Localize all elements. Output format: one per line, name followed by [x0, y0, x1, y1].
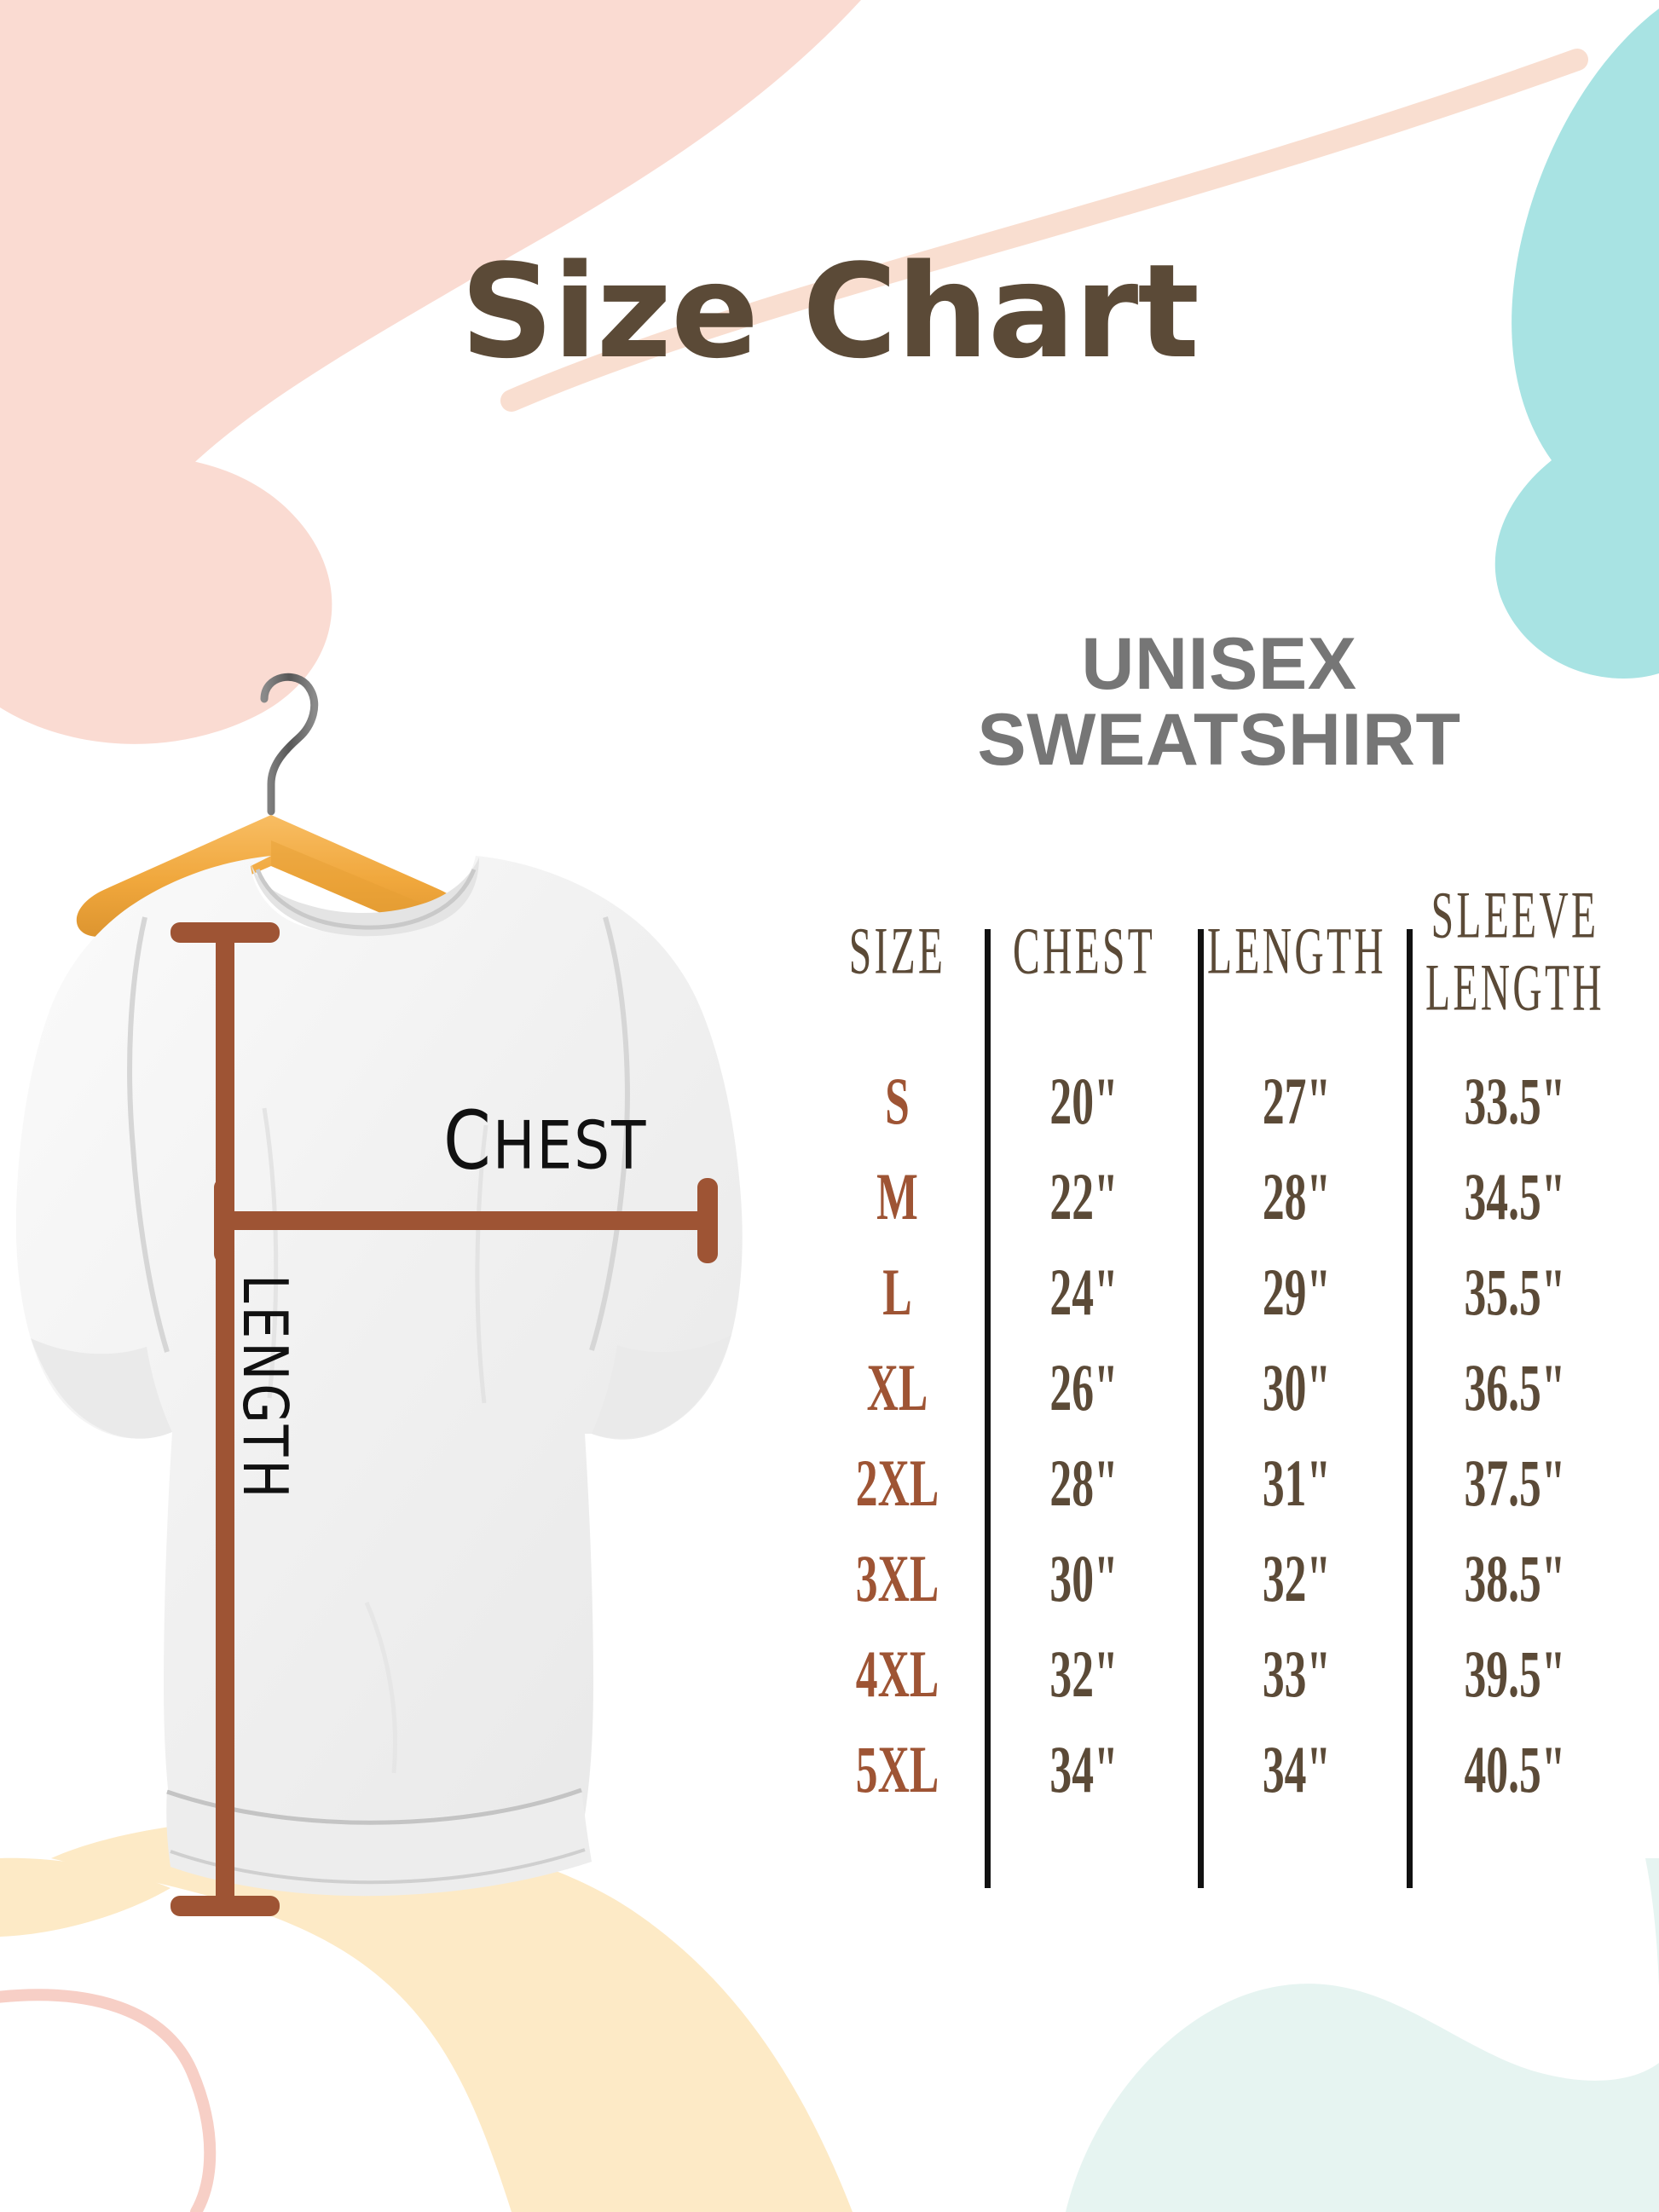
column-divider-1	[985, 929, 991, 1888]
cell-length: 32"	[1262, 1541, 1332, 1615]
product-heading-line1: UNISEX	[1081, 623, 1357, 705]
chest-callout-cap: C	[443, 1094, 493, 1187]
cell-chest: 24"	[1049, 1255, 1119, 1329]
cell-length: 34"	[1262, 1732, 1332, 1806]
cell-chest: 22"	[1049, 1159, 1119, 1233]
size-table-body: S 20" 27" 33.5" M 22" 28" 34.5" L 24" 29…	[814, 1054, 1624, 1817]
collar-stitch	[255, 869, 477, 930]
blob-pink-top-left-lower	[0, 454, 332, 744]
cell-chest: 26"	[1049, 1350, 1119, 1424]
peach-swoosh	[500, 49, 1588, 412]
column-header-sleeve-length: SLEEVE LENGTH	[1425, 877, 1604, 1025]
table-row: M 22" 28" 34.5"	[814, 1149, 1624, 1245]
right-cuff	[592, 1335, 731, 1439]
left-sleeve-seam	[127, 916, 170, 1353]
table-row: XL 26" 30" 36.5"	[814, 1340, 1624, 1435]
table-row: S 20" 27" 33.5"	[814, 1054, 1624, 1149]
cell-chest: 30"	[1049, 1541, 1119, 1615]
table-row: L 24" 29" 35.5"	[814, 1245, 1624, 1340]
pink-outline-curve	[0, 1989, 217, 2212]
fabric-fold-3	[364, 1602, 397, 1774]
blob-pink-top-left	[0, 0, 861, 631]
blob-cream-bottom-left-top	[0, 1857, 171, 1937]
cell-size: 5XL	[855, 1732, 939, 1806]
blob-mint-bottom-right	[1066, 1984, 1659, 2212]
column-divider-2	[1198, 929, 1204, 1888]
cell-chest: 20"	[1049, 1064, 1119, 1138]
blob-cream-bottom-left	[51, 1819, 853, 2212]
cell-length: 29"	[1262, 1255, 1332, 1329]
cell-length: 31"	[1262, 1446, 1332, 1520]
cell-sleeve: 34.5"	[1464, 1159, 1566, 1233]
cell-sleeve: 37.5"	[1464, 1446, 1566, 1520]
cell-size: S	[885, 1064, 910, 1138]
hanger-hook-icon	[260, 673, 319, 816]
cell-size: L	[882, 1255, 912, 1329]
cell-chest: 34"	[1049, 1732, 1119, 1806]
right-sleeve-seam	[589, 916, 630, 1351]
mint-sliver-right	[1645, 1858, 1659, 1986]
table-row: 5XL 34" 34" 40.5"	[814, 1722, 1624, 1817]
page-title-wrap: Size Chart	[0, 247, 1659, 377]
cell-sleeve: 39.5"	[1464, 1637, 1566, 1711]
chest-callout-rest: HEST	[492, 1106, 648, 1185]
cell-size: 2XL	[855, 1446, 939, 1520]
page-title: Size Chart	[460, 236, 1199, 387]
size-table: SIZE CHEST LENGTH SLEEVE LENGTH S 20" 27…	[814, 879, 1624, 1817]
cell-length: 27"	[1262, 1064, 1332, 1138]
cell-length: 30"	[1262, 1350, 1332, 1424]
column-divider-3	[1407, 929, 1413, 1888]
cell-size: M	[876, 1159, 918, 1233]
cell-sleeve: 33.5"	[1464, 1064, 1566, 1138]
column-header-size: SIZE	[848, 913, 946, 989]
table-header-row: SIZE CHEST LENGTH SLEEVE LENGTH	[814, 879, 1624, 1054]
cell-size: 3XL	[855, 1541, 939, 1615]
length-callout-label: LENGTH	[228, 1274, 300, 1502]
product-heading-line2: SWEATSHIRT	[977, 699, 1461, 782]
fabric-fold-1	[262, 1107, 279, 1399]
sweatshirt-body	[15, 856, 743, 1881]
left-cuff	[31, 1338, 172, 1439]
table-row: 4XL 32" 33" 39.5"	[814, 1626, 1624, 1722]
cell-chest: 28"	[1049, 1446, 1119, 1520]
table-row: 3XL 30" 32" 38.5"	[814, 1531, 1624, 1626]
blob-teal-top-right	[1494, 9, 1659, 679]
cell-sleeve: 38.5"	[1464, 1541, 1566, 1615]
cell-sleeve: 36.5"	[1464, 1350, 1566, 1424]
cell-length: 28"	[1262, 1159, 1332, 1233]
table-row: 2XL 28" 31" 37.5"	[814, 1435, 1624, 1531]
cell-size: 4XL	[855, 1637, 939, 1711]
cell-sleeve: 35.5"	[1464, 1255, 1566, 1329]
size-table-head: SIZE CHEST LENGTH SLEEVE LENGTH	[814, 879, 1624, 1054]
size-table-zone: SIZE CHEST LENGTH SLEEVE LENGTH S 20" 27…	[814, 879, 1624, 1817]
cell-chest: 32"	[1049, 1637, 1119, 1711]
cell-length: 33"	[1262, 1637, 1332, 1711]
column-header-chest: CHEST	[1013, 913, 1156, 989]
column-header-length: LENGTH	[1207, 913, 1386, 989]
chest-callout-label: CHEST	[443, 1094, 647, 1187]
cell-size: XL	[866, 1350, 928, 1424]
fabric-fold-2	[475, 1124, 488, 1404]
sweatshirt-illustration	[9, 665, 793, 1961]
cell-sleeve: 40.5"	[1464, 1732, 1566, 1806]
product-heading: UNISEX SWEATSHIRT	[835, 623, 1603, 782]
